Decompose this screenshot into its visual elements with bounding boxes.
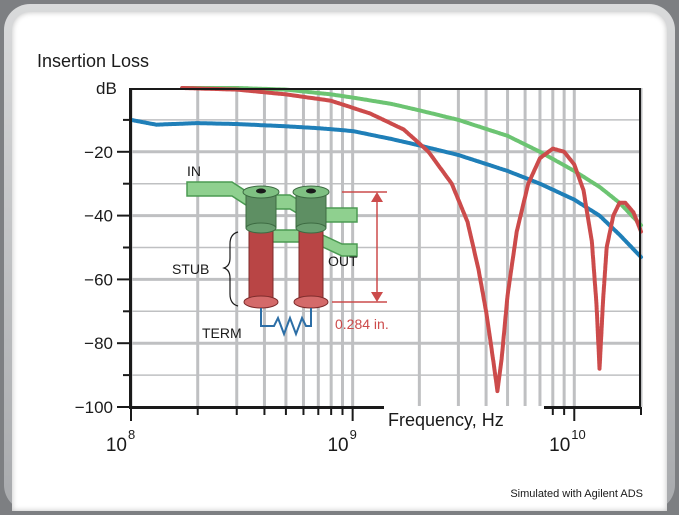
plot-right-border — [639, 88, 641, 407]
y-tick-label: −80 — [84, 334, 113, 353]
series-layer — [129, 86, 643, 394]
chart-panel: IN OUT STUB TERM 0.284 in. −20 −40 −60 −80 −100 1… — [12, 12, 667, 511]
x-tick-exponent: 9 — [350, 427, 357, 442]
x-tick-exponent: 8 — [128, 427, 135, 442]
via-hole — [306, 188, 316, 194]
credit-note: Simulated with Agilent ADS — [510, 488, 643, 500]
x-tick-exponent: 10 — [571, 427, 585, 442]
y-tick-label: −60 — [84, 270, 113, 289]
series-2-line — [180, 86, 643, 228]
x-tick-base: 10 — [106, 435, 127, 456]
term-resistor — [260, 308, 312, 337]
y-tick-label: −40 — [84, 207, 113, 226]
chart-title: Insertion Loss — [37, 51, 149, 71]
x-tick-base: 10 — [327, 435, 348, 456]
dimension-label: 0.284 in. — [335, 316, 389, 332]
x-axis-label-backdrop — [384, 406, 544, 432]
dim-arrow-up — [371, 192, 383, 202]
dim-arrow-down — [371, 292, 383, 302]
via-stub-diagram: IN OUT STUB TERM 0.284 in. — [172, 163, 389, 341]
stub-bottom-pad — [243, 295, 279, 309]
via-mid-pad — [295, 222, 327, 234]
y-tick-label: −100 — [75, 398, 113, 417]
term-label: TERM — [202, 325, 242, 341]
out-label: OUT — [328, 253, 358, 269]
series-3-line — [180, 86, 643, 394]
x-tick-label: 108 — [106, 427, 135, 456]
stub-brace — [222, 231, 239, 307]
via-hole — [256, 188, 266, 194]
plot-top-border — [131, 88, 641, 90]
via-mid-pad — [245, 222, 277, 234]
x-axis-label: Frequency, Hz — [388, 410, 504, 430]
x-tick-base: 10 — [549, 435, 570, 456]
y-tick-label: −20 — [84, 143, 113, 162]
x-tick-label: 109 — [327, 427, 356, 456]
stub-label: STUB — [172, 261, 209, 277]
in-label: IN — [187, 163, 201, 179]
stub-bottom-pad — [293, 295, 329, 309]
y-axis-label: dB — [96, 79, 117, 98]
stub-barrel — [248, 226, 274, 303]
stub-barrel — [298, 226, 324, 303]
